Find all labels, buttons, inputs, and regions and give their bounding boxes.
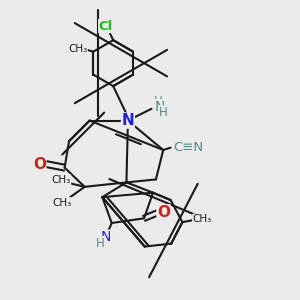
Text: CH₃: CH₃ — [193, 214, 212, 224]
Text: H: H — [154, 94, 163, 108]
Text: N: N — [100, 230, 111, 244]
Text: CH₃: CH₃ — [52, 175, 71, 185]
Text: CH₃: CH₃ — [52, 198, 72, 208]
Text: CH₃: CH₃ — [68, 44, 87, 54]
Text: O: O — [157, 205, 170, 220]
Text: C≡N: C≡N — [173, 141, 203, 154]
Text: N: N — [122, 113, 134, 128]
Text: N: N — [154, 100, 165, 114]
Text: H: H — [159, 106, 168, 119]
Text: Cl: Cl — [99, 20, 113, 32]
Text: H: H — [96, 236, 104, 250]
Text: O: O — [33, 157, 46, 172]
